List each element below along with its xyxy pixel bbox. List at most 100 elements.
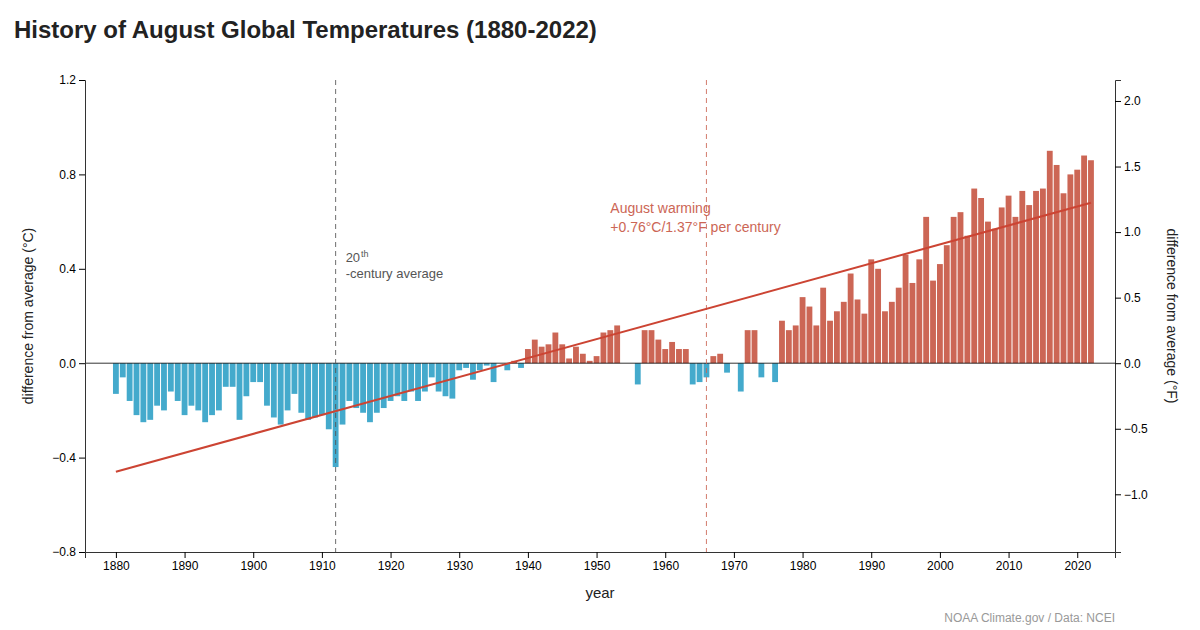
tick-label: 1.2 — [59, 73, 76, 87]
bar — [710, 356, 716, 363]
bar — [292, 363, 298, 394]
bar — [147, 363, 153, 420]
tick-label: −0.8 — [52, 545, 76, 559]
bar — [971, 189, 977, 364]
bar — [745, 330, 751, 363]
tick-label: 2000 — [927, 559, 954, 573]
y-axis-label: difference from average (°C) — [20, 228, 36, 405]
bar — [848, 274, 854, 364]
bar — [202, 363, 208, 422]
bar — [113, 363, 119, 394]
tick-label: 1950 — [584, 559, 611, 573]
tick-mark — [79, 552, 85, 553]
tick: 1960 — [652, 552, 679, 573]
tick: 1880 — [103, 552, 130, 573]
tick-mark — [79, 269, 85, 270]
bar — [642, 330, 648, 363]
tick-label: 2020 — [1064, 559, 1091, 573]
tick: −0.5 — [1115, 422, 1148, 436]
tick-mark — [940, 552, 941, 558]
tick-mark — [1115, 167, 1121, 168]
bar — [381, 363, 387, 408]
bar — [470, 363, 476, 380]
bar — [1047, 151, 1053, 363]
bar — [937, 264, 943, 363]
x-axis: 1880189019001910192019301940195019601970… — [86, 552, 1116, 573]
bar — [779, 321, 785, 363]
bar — [910, 283, 916, 363]
bar — [237, 363, 243, 420]
bar — [1088, 160, 1094, 363]
bar — [525, 349, 531, 363]
bar — [134, 363, 140, 415]
bar — [1013, 217, 1019, 363]
tick-mark — [528, 552, 529, 558]
annotation-line — [335, 80, 336, 552]
bar — [189, 363, 195, 405]
bar — [353, 363, 359, 408]
tick-label: 1930 — [446, 559, 473, 573]
tick: 1.0 — [1115, 225, 1141, 239]
bar — [230, 363, 236, 387]
bar — [992, 229, 998, 364]
tick-label: 1880 — [103, 559, 130, 573]
bar — [669, 342, 675, 363]
bar — [683, 349, 689, 363]
tick-label: 1990 — [858, 559, 885, 573]
plot-area: 1880189019001910192019301940195019601970… — [52, 73, 1148, 572]
bar — [793, 325, 799, 363]
bar — [758, 363, 764, 377]
bar — [449, 363, 455, 398]
tick-mark — [1115, 232, 1121, 233]
trend-line — [116, 203, 1091, 472]
tick-label: 1920 — [378, 559, 405, 573]
bar — [1081, 156, 1087, 364]
annotation-text: August warming — [610, 200, 710, 216]
chart: 1880189019001910192019301940195019601970… — [0, 0, 1200, 630]
bar — [930, 281, 936, 364]
tick: −0.4 — [52, 451, 85, 465]
tick-mark — [803, 552, 804, 558]
tick-label: −0.4 — [52, 451, 76, 465]
bar — [827, 321, 833, 363]
bar — [429, 363, 435, 377]
bar — [216, 363, 222, 410]
tick-mark — [322, 552, 323, 558]
tick: 1920 — [378, 552, 405, 573]
tick: 1.5 — [1115, 160, 1141, 174]
bar — [594, 356, 600, 363]
tick-mark — [391, 552, 392, 558]
bar — [120, 363, 126, 377]
tick-mark — [734, 552, 735, 558]
bar — [786, 330, 792, 363]
bar — [999, 207, 1005, 363]
bar — [978, 198, 984, 363]
bar — [655, 340, 661, 364]
bar — [875, 269, 881, 363]
bar — [127, 363, 133, 401]
annotation-text: th — [361, 249, 369, 259]
footnote: NOAA Climate.gov / Data: NCEI — [944, 611, 1115, 625]
bar — [1067, 174, 1073, 363]
tick-mark — [665, 552, 666, 558]
bar — [964, 236, 970, 363]
bar — [882, 311, 888, 363]
bar — [140, 363, 146, 422]
bar — [649, 330, 655, 363]
y-axis: −0.8 −0.4 0.0 0.4 0.8 1.2 — [52, 73, 85, 559]
tick-mark — [79, 174, 85, 175]
tick-mark — [79, 363, 85, 364]
bar — [552, 333, 558, 364]
tick-label: 1960 — [652, 559, 679, 573]
bar — [690, 363, 696, 384]
bar — [175, 363, 181, 401]
tick-label: 0.0 — [59, 357, 76, 371]
y2-axis: −1.0−0.50.00.51.01.52.0 — [1115, 81, 1148, 553]
bar — [401, 363, 407, 401]
tick-label: 0.8 — [59, 168, 76, 182]
bar — [360, 363, 366, 413]
tick-label: 1.0 — [1124, 225, 1141, 239]
bar — [408, 363, 414, 391]
tick-label: 1900 — [240, 559, 267, 573]
tick: 0.4 — [59, 262, 85, 276]
